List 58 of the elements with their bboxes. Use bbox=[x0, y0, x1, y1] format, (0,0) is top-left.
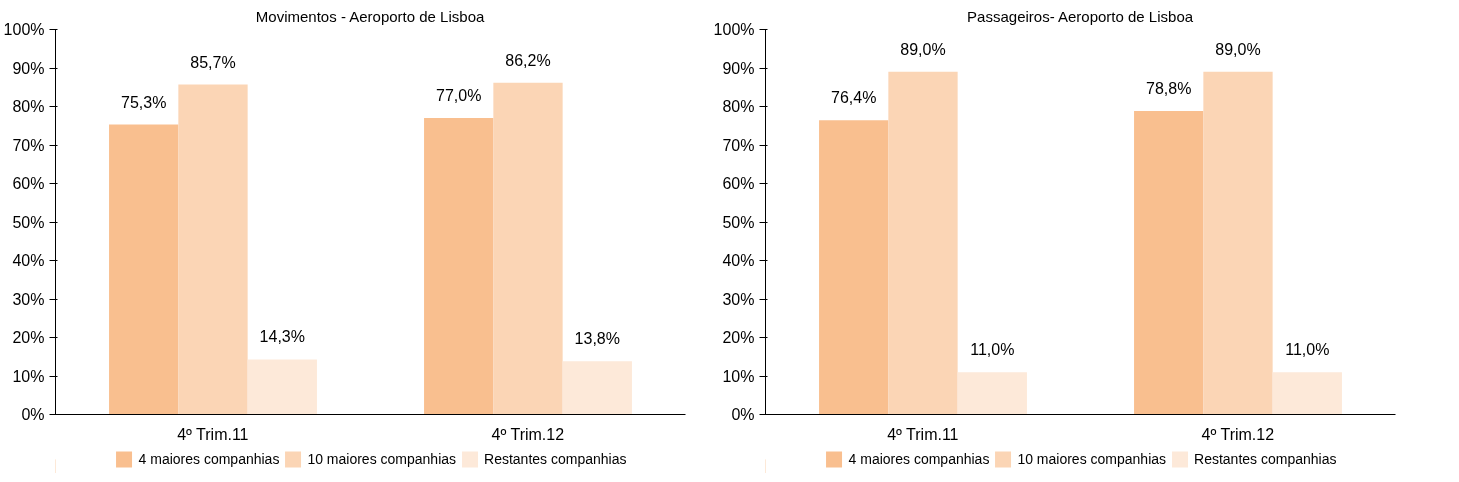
y-tick-label: 50% bbox=[722, 213, 755, 231]
legend-label: Restantes companhias bbox=[1194, 451, 1337, 467]
y-tick-label: 0% bbox=[21, 406, 45, 423]
y-tick-label: 60% bbox=[12, 175, 45, 192]
y-tick-label: 70% bbox=[12, 136, 45, 154]
legend-label: 10 maiores companhias bbox=[1017, 451, 1167, 467]
y-tick-label: 60% bbox=[722, 175, 755, 192]
legend-label: 10 maiores companhias bbox=[307, 451, 457, 467]
bar bbox=[1203, 71, 1273, 415]
data-label: 78,8% bbox=[1146, 80, 1192, 98]
data-label: 11,0% bbox=[1285, 341, 1330, 359]
bar bbox=[819, 120, 889, 415]
data-label: 86,2% bbox=[505, 51, 551, 69]
data-label: 14,3% bbox=[259, 328, 305, 346]
bar bbox=[178, 84, 248, 415]
bar bbox=[1134, 111, 1204, 415]
data-label: 85,7% bbox=[190, 53, 236, 71]
bar bbox=[493, 82, 563, 415]
y-tick-label: 100% bbox=[713, 21, 755, 38]
data-label: 89,0% bbox=[1215, 40, 1261, 58]
bar bbox=[957, 372, 1027, 415]
chart-title: Movimentos - Aeroporto de Lisboa bbox=[255, 7, 485, 25]
y-tick-label: 10% bbox=[722, 367, 755, 385]
y-tick-label: 90% bbox=[722, 59, 755, 77]
x-tick-label: 4º Trim.11 bbox=[887, 425, 959, 443]
bar bbox=[247, 359, 317, 415]
y-tick-label: 80% bbox=[722, 98, 755, 115]
data-label: 77,0% bbox=[436, 87, 482, 105]
chart-title: Passageiros- Aeroporto de Lisboa bbox=[967, 7, 1194, 25]
data-label: 76,4% bbox=[831, 89, 877, 107]
bar bbox=[888, 71, 958, 415]
y-tick-label: 90% bbox=[12, 59, 45, 77]
bar bbox=[1272, 372, 1342, 415]
y-tick-label: 20% bbox=[12, 329, 45, 346]
y-tick-label: 10% bbox=[12, 367, 45, 385]
y-tick-label: 40% bbox=[722, 252, 755, 269]
data-label: 89,0% bbox=[900, 40, 946, 58]
bar bbox=[109, 124, 179, 415]
y-tick-label: 80% bbox=[12, 98, 45, 115]
x-tick-label: 4º Trim.11 bbox=[177, 425, 249, 443]
y-tick-label: 20% bbox=[722, 329, 755, 346]
x-tick-label: 4º Trim.12 bbox=[491, 425, 565, 443]
y-tick-label: 30% bbox=[12, 290, 45, 308]
y-tick-label: 30% bbox=[722, 290, 755, 308]
y-tick-label: 100% bbox=[3, 21, 45, 38]
legend-label: 4 maiores companhias bbox=[848, 451, 990, 467]
legend-label: Restantes companhias bbox=[484, 451, 627, 467]
y-tick-label: 40% bbox=[12, 252, 45, 269]
bar bbox=[424, 118, 494, 415]
y-tick-label: 70% bbox=[722, 136, 755, 154]
legend-label: 4 maiores companhias bbox=[138, 451, 280, 467]
data-label: 13,8% bbox=[574, 330, 620, 348]
x-tick-label: 4º Trim.12 bbox=[1201, 425, 1275, 443]
y-tick-label: 0% bbox=[731, 406, 755, 423]
data-label: 75,3% bbox=[121, 93, 167, 111]
bar bbox=[562, 361, 632, 415]
y-tick-label: 50% bbox=[12, 213, 45, 231]
data-label: 11,0% bbox=[970, 341, 1015, 359]
